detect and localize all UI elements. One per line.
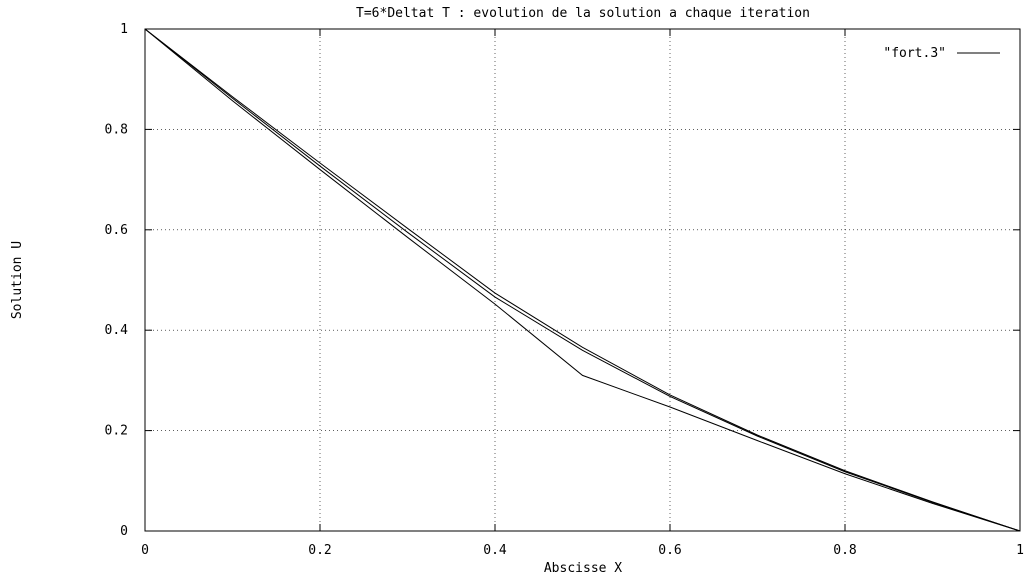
ticks: [144, 28, 1021, 532]
y-tick-label: 0: [120, 524, 128, 539]
y-tick-label: 0.4: [105, 323, 129, 338]
series-line-2: [144, 28, 1021, 532]
x-tick-label: 0.8: [833, 543, 856, 558]
x-tick-label: 0: [141, 543, 149, 558]
y-axis-label: Solution U: [10, 241, 25, 319]
legend-label: "fort.3": [883, 46, 946, 61]
x-tick-label: 1: [1016, 543, 1024, 558]
chart-title: T=6*Deltat T : evolution de la solution …: [356, 6, 810, 21]
tick-labels: 0 0.2 0.4 0.6 0.8 1 0 0.2 0.4 0.6 0.8 1: [105, 22, 1024, 558]
series-line-1: [144, 28, 1021, 532]
y-tick-label: 1: [120, 22, 128, 37]
y-tick-label: 0.8: [105, 122, 128, 137]
y-tick-label: 0.6: [105, 223, 128, 238]
series-line-3: [144, 28, 1021, 532]
x-axis-label: Abscisse X: [544, 561, 622, 576]
legend: "fort.3": [883, 46, 1000, 61]
plot-frame: [144, 28, 1021, 532]
x-tick-label: 0.2: [308, 543, 331, 558]
y-tick-label: 0.2: [105, 424, 128, 439]
x-tick-label: 0.4: [483, 543, 507, 558]
grid: [145, 29, 1020, 531]
series-layer: [144, 28, 1021, 532]
x-tick-label: 0.6: [658, 543, 681, 558]
